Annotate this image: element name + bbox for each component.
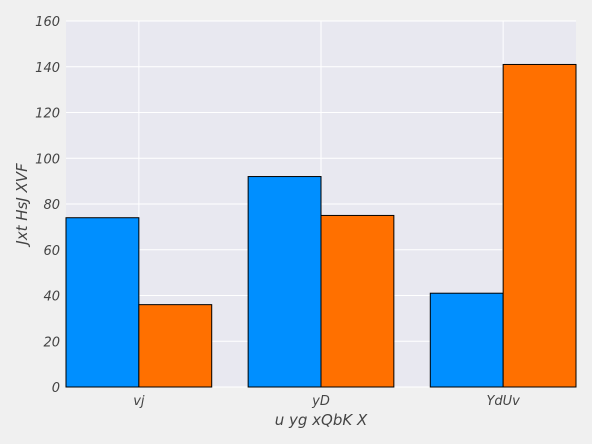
bar-series2-yD — [320, 214, 395, 388]
y-axis-label: Jxt HsJ XVF — [13, 163, 31, 248]
bar-series2-YdUv — [502, 63, 577, 388]
y-tick-label: 100 — [35, 152, 60, 167]
y-tick-labels: 0 20 40 60 80 100 120 140 160 — [35, 15, 60, 396]
y-tick-label: 140 — [35, 61, 60, 76]
x-tick-label: vj — [133, 394, 145, 409]
x-tick-label: YdUv — [486, 394, 520, 409]
y-tick-label: 80 — [43, 198, 60, 213]
bars — [65, 63, 577, 388]
y-tick-label: 40 — [43, 290, 60, 305]
y-tick-label: 120 — [35, 107, 60, 122]
x-axis-label: u yg xQbK X — [275, 411, 368, 429]
bar-series1-vj — [65, 217, 140, 388]
y-tick-label: 160 — [35, 15, 60, 30]
y-tick-label: 0 — [52, 381, 60, 396]
x-tick-labels: vj yD YdUv — [133, 394, 520, 409]
y-tick-label: 20 — [43, 335, 60, 350]
bar-series2-vj — [138, 304, 213, 388]
x-tick-label: yD — [311, 394, 330, 409]
bar-series1-yD — [247, 176, 322, 388]
bar-series1-YdUv — [429, 292, 504, 388]
y-tick-label: 60 — [43, 244, 60, 259]
